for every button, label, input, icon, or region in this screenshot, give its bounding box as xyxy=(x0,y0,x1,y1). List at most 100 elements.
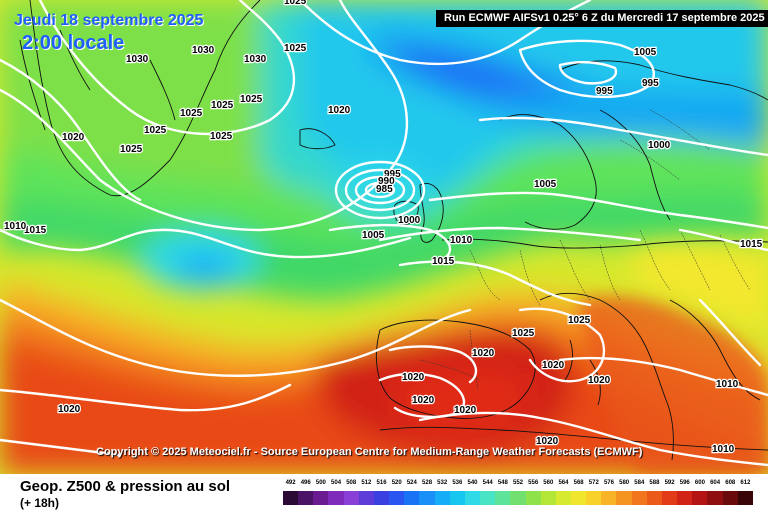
color-scale-value: 540 xyxy=(467,480,478,486)
country-borders xyxy=(419,109,751,391)
color-scale-swatch xyxy=(692,491,708,505)
color-scale-swatch xyxy=(661,491,678,505)
color-scale-swatch xyxy=(540,491,556,505)
pressure-label: 1005 xyxy=(534,179,557,190)
pressure-label: 1020 xyxy=(412,395,435,406)
pressure-label: 1020 xyxy=(402,372,425,383)
pressure-label: 1025 xyxy=(284,43,307,54)
color-scale-swatch xyxy=(616,491,632,505)
color-scale-value: 584 xyxy=(634,480,645,486)
color-scale-legend: 492 496 500 504 508 512 516 520 524 528 532 536 540 5… xyxy=(283,480,753,510)
pressure-label: 1020 xyxy=(328,105,351,116)
color-scale-swatch xyxy=(404,491,420,505)
color-scale-swatch xyxy=(707,491,723,505)
color-scale-swatch xyxy=(464,491,481,505)
pressure-label: 1030 xyxy=(244,54,267,65)
pressure-label: 1025 xyxy=(284,0,307,7)
color-scale-value: 532 xyxy=(437,480,448,486)
color-scale-value: 556 xyxy=(528,480,539,486)
color-scale-swatch xyxy=(298,491,314,505)
color-scale-swatch xyxy=(328,491,344,505)
color-scale-swatch xyxy=(419,491,435,505)
color-scale-value: 552 xyxy=(512,480,523,486)
color-scale-value: 560 xyxy=(543,480,554,486)
pressure-label: 990 xyxy=(378,176,395,187)
pressure-labels: 1030 1025 1030 1030 1025 1025 1025 1025 … xyxy=(3,0,764,456)
color-scale-value: 544 xyxy=(482,480,493,486)
pressure-label: 1020 xyxy=(542,360,565,371)
color-scale-value: 580 xyxy=(619,480,630,486)
pressure-label: 1030 xyxy=(126,54,149,65)
color-scale-value: 596 xyxy=(679,480,690,486)
pressure-label: 1000 xyxy=(648,140,671,151)
color-scale-swatch xyxy=(631,491,647,505)
pressure-label: 1020 xyxy=(588,375,611,386)
color-scale-swatch xyxy=(601,491,617,505)
run-info-banner: Run ECMWF AIFSv1 0.25° 6 Z du Mercredi 1… xyxy=(436,10,768,27)
pressure-label: 1025 xyxy=(568,315,591,326)
color-scale-value: 500 xyxy=(315,480,326,486)
color-scale-value: 548 xyxy=(497,480,508,486)
pressure-label: 1005 xyxy=(634,47,657,58)
color-scale-value: 516 xyxy=(376,480,387,486)
pressure-label: 1020 xyxy=(472,348,495,359)
color-scale-value: 524 xyxy=(406,480,417,486)
pressure-label: 995 xyxy=(642,78,659,89)
color-scale-value: 608 xyxy=(725,480,736,486)
forecast-local-time: 2:00 locale xyxy=(22,32,125,54)
forecast-date: Jeudi 18 septembre 2025 xyxy=(14,12,204,29)
color-scale-swatch xyxy=(283,491,299,505)
parameter-title: Geop. Z500 & pression au sol xyxy=(20,478,231,495)
pressure-label: 1015 xyxy=(432,256,455,267)
pressure-label: 995 xyxy=(384,169,401,180)
color-scale-swatch xyxy=(646,491,662,505)
pressure-label: 985 xyxy=(376,184,393,195)
color-scale-value: 600 xyxy=(694,480,705,486)
pressure-label: 1015 xyxy=(740,239,763,250)
pressure-label: 1020 xyxy=(536,436,559,447)
color-scale-value: 520 xyxy=(391,480,402,486)
color-scale-value: 564 xyxy=(558,480,569,486)
pressure-label: 1020 xyxy=(58,404,81,415)
pressure-label: 1000 xyxy=(398,215,421,226)
pressure-label: 1020 xyxy=(62,132,85,143)
color-scale-swatch xyxy=(373,491,390,505)
color-scale-swatch xyxy=(586,491,602,505)
color-scale-swatch xyxy=(722,491,738,505)
pressure-label: 1025 xyxy=(120,144,143,155)
pressure-label: 1025 xyxy=(240,94,263,105)
pressure-label: 1010 xyxy=(712,444,735,455)
pressure-label: 1010 xyxy=(450,235,473,246)
pressure-label: 1020 xyxy=(454,405,477,416)
pressure-label: 995 xyxy=(596,86,613,97)
pressure-label: 1015 xyxy=(24,225,47,236)
color-scale-swatch xyxy=(570,491,587,505)
pressure-label: 1025 xyxy=(210,131,233,142)
color-scale-swatch xyxy=(449,491,465,505)
color-scale-swatch xyxy=(495,491,511,505)
copyright-notice: Copyright © 2025 Meteociel.fr - Source E… xyxy=(96,446,643,458)
color-scale-value: 512 xyxy=(361,480,372,486)
color-scale-value: 592 xyxy=(664,480,675,486)
color-scale-swatch xyxy=(480,491,496,505)
color-scale-value: 604 xyxy=(710,480,721,486)
color-scale-value: 496 xyxy=(300,480,311,486)
pressure-label: 1010 xyxy=(4,221,27,232)
color-scale-value: 508 xyxy=(346,480,357,486)
color-scale-labels: 492 496 500 504 508 512 516 520 524 528 532 536 540 5… xyxy=(283,480,753,490)
color-scale-value: 576 xyxy=(603,480,614,486)
pressure-label: 1030 xyxy=(192,45,215,56)
pressure-label: 1005 xyxy=(362,230,385,241)
color-scale-bar xyxy=(283,491,753,505)
lead-time: (+ 18h) xyxy=(20,496,60,510)
color-scale-swatch xyxy=(389,491,405,505)
color-scale-swatch xyxy=(510,491,526,505)
color-scale-value: 504 xyxy=(331,480,342,486)
isobars xyxy=(0,0,768,467)
color-scale-value: 572 xyxy=(588,480,599,486)
pressure-label: 1025 xyxy=(144,125,167,136)
footer-bar: Geop. Z500 & pression au sol (+ 18h) 492… xyxy=(0,474,768,512)
color-scale-value: 612 xyxy=(740,480,751,486)
color-scale-swatch xyxy=(313,491,329,505)
